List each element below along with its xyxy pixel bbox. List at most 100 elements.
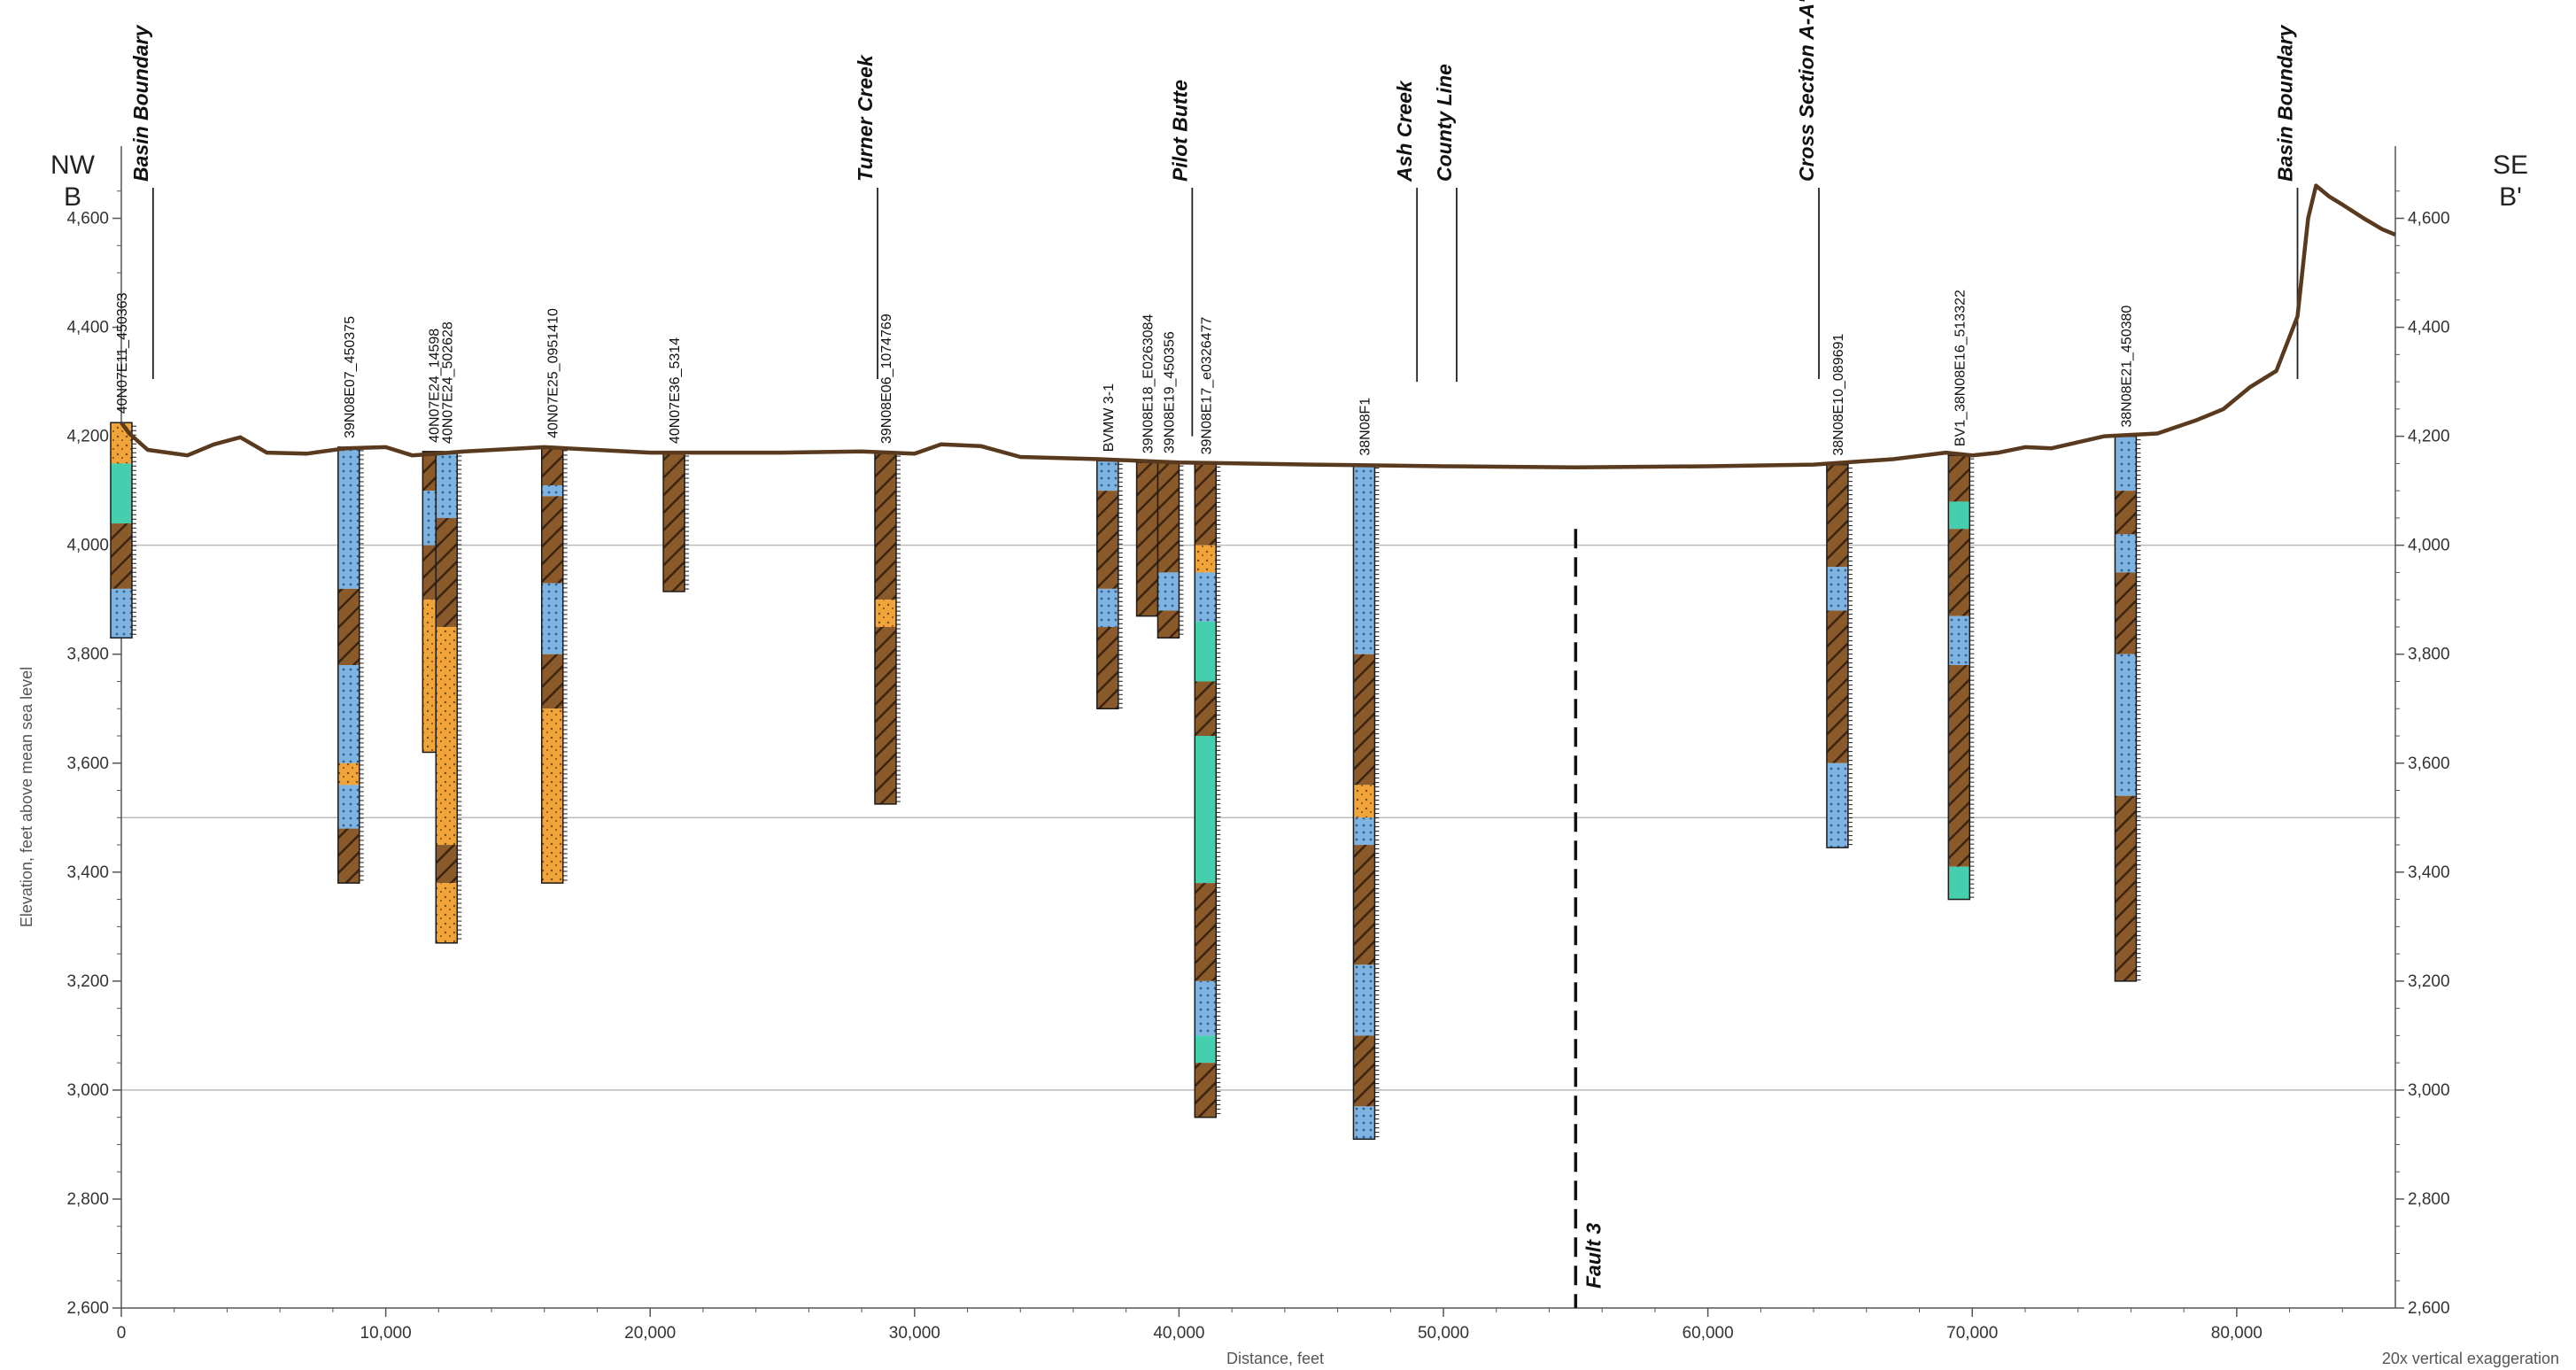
x-tick-label: 40,000 [1153,1324,1204,1343]
well-layer-clay [1826,464,1848,568]
x-tick-label: 30,000 [889,1324,940,1343]
well-layer-clay [541,496,563,584]
well-layer-sand [2115,436,2137,491]
y-tick-label-right: 2,800 [2408,1190,2450,1209]
y-tick-label-left: 3,800 [66,646,109,664]
well-layer-sand [541,583,563,654]
well-layer-clay [1096,626,1118,709]
y-tick-label-left: 4,400 [66,319,109,337]
well-layer-sand [2115,534,2137,573]
well-layer-clay [874,626,896,804]
well-layer-gravel [111,422,132,464]
y-tick-label-right: 3,200 [2408,972,2450,991]
well-layer-clay [1948,455,1970,502]
well-label: 39N08E18_E0263084 [1141,314,1156,454]
well-layer-sand [1157,572,1180,611]
x-axis-title: Distance, feet [1226,1350,1324,1367]
well-layer-clay [1353,845,1375,965]
well-label: 38N08E21_450380 [2119,306,2134,428]
well-label: 39N08E19_450356 [1162,331,1177,453]
well-layer-rock [1948,501,1970,530]
well-log: 40N07E25_0951410 [540,308,568,884]
well-layer-sand [1826,567,1848,611]
well-label: 40N07E24_14598 [427,329,442,443]
x-tick-label: 80,000 [2211,1324,2263,1343]
well-layer-clay [1157,610,1180,639]
well-label: 40N07E36_5314 [668,337,683,444]
y-tick-label-left: 4,200 [66,428,109,446]
well-layer-gravel [1195,545,1217,573]
well-layer-gravel [1353,785,1375,818]
well-layer-gravel [541,708,563,884]
gridlines [121,544,2395,1091]
y-tick-label-right: 2,600 [2408,1299,2450,1318]
well-log: 39N08E06_1074769 [874,313,901,805]
well-layer-clay [2115,795,2137,981]
well-layer-sand [1195,980,1217,1036]
well-label: 39N08E07_450375 [343,316,358,438]
well-log: 39N08E17_e0326477 [1194,317,1221,1118]
well-label: 38N08F1 [1358,398,1373,456]
well-layer-sand [2115,654,2137,796]
ground-surface-line [120,183,2396,469]
well-layer-gravel [436,626,458,846]
left-direction-label: NW [50,151,96,180]
well-layer-clay [1157,462,1180,573]
well-label: 38N08E10_089691 [1831,334,1846,456]
well-log: 39N08E19_450356 [1156,331,1184,639]
well-layer-sand [337,446,360,485]
well-layer-sand [1195,572,1217,622]
well-log: 38N08F1 [1352,398,1380,1141]
well-layer-sand [1948,615,1970,666]
feature-label: Turner Creek [854,54,877,182]
well-layer-clay [1096,491,1118,589]
well-layer-sand [1353,964,1375,1036]
y-tick-label-left: 3,200 [66,972,109,991]
well-layer-clay [1353,1035,1375,1107]
feature-label: County Line [1433,64,1456,182]
well-log: BV1_38N08E16_513322 [1947,290,1975,901]
y-tick-label-right: 3,600 [2408,755,2450,773]
y-tick-label-left: 4,600 [66,210,109,228]
y-tick-label-right: 4,600 [2408,210,2450,228]
well-log: 40N07E36_5314 [662,337,690,592]
y-tick-label-left: 2,800 [66,1190,109,1209]
well-log: 40N07E24_502628 [435,321,462,944]
well-label: BV1_38N08E16_513322 [1953,290,1968,446]
well-layer-rock [1195,621,1217,682]
y-tick-label-left: 4,000 [66,537,109,555]
well-label: 39N08E17_e0326477 [1199,317,1214,455]
left-end-label: B [64,182,81,212]
feature-label: Ash Creek [1393,80,1416,182]
y-tick-label-left: 3,400 [66,863,109,882]
y-tick-label-right: 4,000 [2408,537,2450,555]
well-layer-clay [1136,462,1158,616]
x-tick-label: 0 [117,1324,127,1343]
feature-label: Basin Boundary [2274,24,2297,182]
well-layer-clay [1826,610,1848,763]
well-layer-gravel [436,883,458,943]
well-layer-clay [874,453,896,600]
well-layer-sand [1353,817,1375,846]
x-tick-label: 60,000 [1683,1324,1734,1343]
right-direction-label: SE [2493,151,2528,180]
y-tick-label-right: 4,200 [2408,428,2450,446]
well-layer-clay [541,446,563,485]
well-layer-sand [337,484,360,589]
well-log: 38N08E21_450380 [2114,306,2141,982]
feature-markers: Basin Boundary Turner Creek Pilot Butte Ash… [129,0,2299,1308]
x-tick-label: 70,000 [1946,1324,1998,1343]
axes: 2,600 2,600 2,800 2,800 3,000 3,000 3,200 3,200… [66,146,2450,1343]
well-layer-clay [337,588,360,666]
well-layer-sand [1353,464,1375,654]
well-layer-sand [1096,588,1118,627]
well-log: 40N07E11_450363 [110,292,136,639]
y-tick-label-left: 3,000 [66,1081,109,1100]
well-layer-sand [541,484,563,497]
wells: 40N07E11_450363 39N08E07_450375 40N07E24_1… [110,290,2141,1141]
well-log: 38N08E10_089691 [1826,334,1853,848]
well-layer-clay [1948,529,1970,616]
feature-label: Cross Section A-A' [1795,0,1818,182]
well-layer-clay [2115,491,2137,535]
